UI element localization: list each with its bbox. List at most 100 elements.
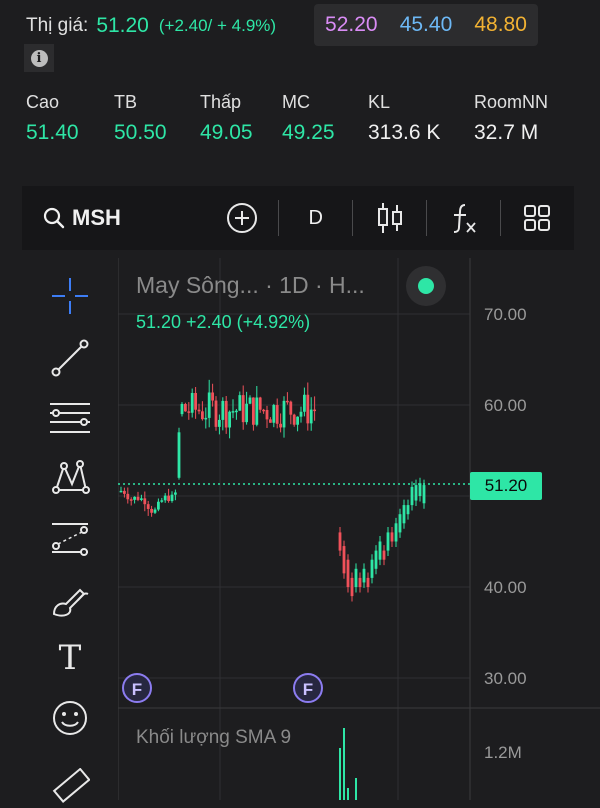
volume-legend-title: Khối lượng SMA 9 — [136, 727, 292, 748]
candle-body — [221, 400, 225, 420]
info-button[interactable]: i — [24, 44, 54, 72]
crosshair-icon[interactable] — [50, 276, 90, 316]
add-indicator-button[interactable] — [205, 201, 278, 235]
candle-body — [378, 541, 382, 560]
candle-body — [231, 411, 235, 413]
indicators-button[interactable] — [427, 201, 500, 235]
candle-body — [214, 400, 218, 427]
candle-body — [153, 509, 157, 513]
candle-body — [394, 523, 398, 542]
stat-value: 313.6 K — [368, 121, 441, 144]
interval-button[interactable]: D — [308, 206, 323, 229]
symbol-search-button[interactable]: MSH — [42, 205, 205, 231]
event-badge[interactable]: F — [122, 673, 152, 703]
stat-value: 49.05 — [200, 121, 253, 144]
quote-line: Thị giá: 51.20 (+2.40/ + 4.9%) — [26, 6, 276, 46]
candle-body — [292, 414, 296, 425]
toolbar-divider — [352, 200, 354, 236]
ceiling-price: 52.20 — [325, 13, 378, 36]
candle-body — [350, 577, 354, 597]
candle-body — [313, 409, 316, 412]
horizontal-lines-icon[interactable] — [50, 398, 90, 438]
brush-icon[interactable] — [50, 580, 90, 620]
floor-price: 45.40 — [399, 13, 453, 36]
candle-body — [167, 495, 170, 502]
emoji-icon[interactable] — [50, 698, 90, 738]
candle-body — [136, 496, 140, 500]
candle-body — [265, 409, 269, 420]
candle-body — [338, 532, 342, 551]
candle-body — [255, 397, 259, 425]
candle-body — [224, 400, 228, 428]
candle-body — [366, 577, 370, 587]
candle-body — [211, 392, 214, 401]
volume-tick-label: 1.2M — [484, 743, 522, 762]
candle-body — [197, 409, 201, 412]
candle-body — [374, 550, 378, 569]
toolbar-divider — [500, 200, 501, 236]
candle-body — [160, 500, 164, 502]
stat-value: 32.7 M — [474, 121, 539, 144]
market-status-button[interactable] — [406, 266, 446, 306]
candle-body — [309, 409, 313, 424]
layout-grid-icon — [524, 205, 551, 231]
candle-body — [289, 401, 293, 415]
candle-body — [258, 397, 262, 410]
ruler-icon[interactable] — [50, 768, 90, 808]
candle-body — [252, 397, 255, 425]
drawing-tools-sidebar: T — [0, 258, 118, 804]
current-price-label: 51.20 — [470, 472, 542, 500]
candle-body — [306, 394, 310, 424]
stat-label: Cao — [26, 92, 60, 112]
candle-body — [140, 498, 143, 500]
candle-body — [346, 559, 350, 587]
candle-body — [418, 483, 422, 496]
volume-bar — [343, 728, 345, 800]
chart-toolbar: MSH D — [22, 186, 574, 250]
prediction-icon[interactable] — [50, 518, 90, 558]
add-indicator-icon — [226, 203, 257, 233]
symbol-label: MSH — [72, 205, 121, 230]
candle-body — [398, 514, 402, 533]
candle-body — [282, 400, 286, 428]
candle-body — [123, 490, 126, 494]
candle-body — [269, 419, 272, 423]
candle-body — [414, 485, 418, 501]
reference-prices: 52.20 45.40 48.80 — [314, 4, 538, 46]
candle-body — [299, 411, 303, 417]
trend-line-icon[interactable] — [50, 338, 90, 378]
layout-button[interactable] — [501, 203, 574, 233]
candle-body — [190, 392, 194, 413]
reference-price: 48.80 — [474, 13, 527, 36]
text-icon[interactable]: T — [58, 638, 82, 678]
chart-legend-title[interactable]: May Sông... · 1D · H... — [136, 272, 365, 298]
candle-body — [402, 505, 406, 524]
search-icon — [43, 207, 65, 229]
candle-body — [354, 568, 358, 587]
candle-body — [146, 504, 150, 509]
candle-body — [218, 419, 221, 427]
stat-high: Cao 51.40 — [26, 92, 79, 145]
candle-body — [163, 495, 167, 501]
pattern-icon[interactable] — [50, 458, 90, 498]
chart-type-button[interactable] — [353, 201, 426, 235]
candle-body — [382, 550, 386, 560]
chart-area[interactable]: 70.00 60.00 40.00 30.00 1.2M — [117, 258, 600, 800]
toolbar-divider — [426, 200, 428, 236]
function-icon — [453, 204, 476, 233]
y-tick-label: 30.00 — [484, 669, 527, 688]
volume-bar — [339, 748, 341, 800]
status-dot-icon — [418, 278, 434, 294]
candle-body — [390, 532, 394, 542]
event-badge[interactable]: F — [293, 673, 323, 703]
candle-body — [187, 411, 191, 413]
y-tick-label: 70.00 — [484, 305, 527, 324]
candle-body — [180, 403, 184, 415]
toolbar-divider — [278, 200, 280, 236]
stat-average: TB 50.50 — [114, 92, 167, 145]
candle-body — [241, 395, 245, 423]
stat-label: TB — [114, 92, 138, 112]
volume-bar — [347, 788, 349, 800]
candle-body — [228, 411, 231, 428]
candle-body — [286, 400, 289, 403]
